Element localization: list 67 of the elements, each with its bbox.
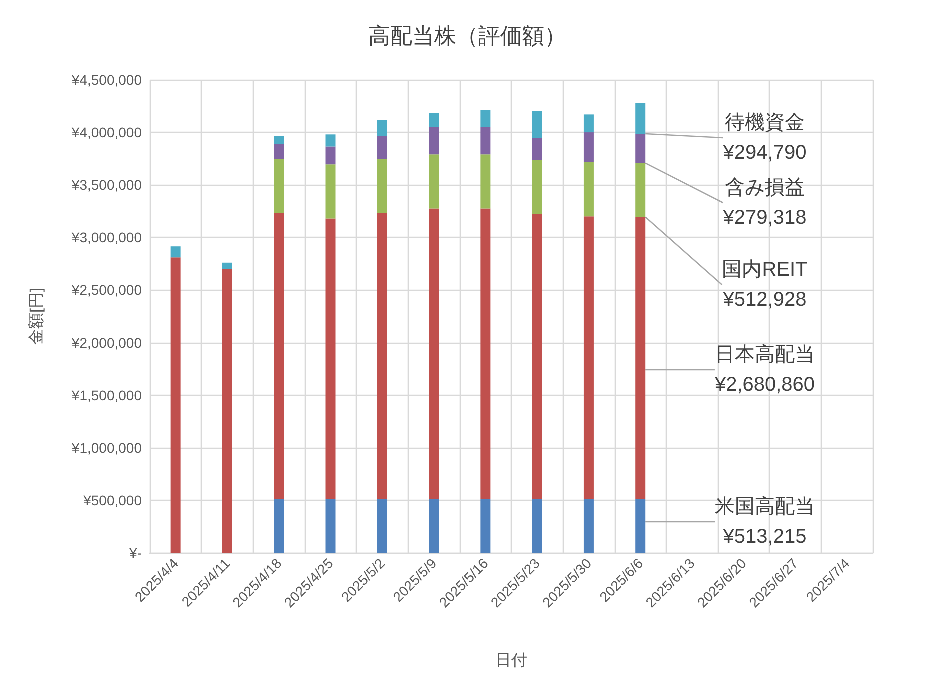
y-tick-label: ¥4,000,000 [70,124,142,141]
bar [480,499,491,553]
data-label: ¥512,928 [722,289,807,311]
x-axis-title: 日付 [496,652,528,670]
bar [584,216,594,500]
bar [480,127,491,155]
text: 日本高配当 [715,343,815,366]
bar [429,113,440,128]
y-axis-title: 金額[円] [28,288,46,345]
bar [480,110,491,128]
y-tick-label: ¥2,500,000 [70,282,142,298]
bar [636,163,646,218]
bar [636,103,646,134]
y-tick-label: ¥3,500,000 [70,177,142,194]
bar [326,164,336,219]
bar [532,499,542,553]
bar [532,160,542,215]
bar [170,246,181,258]
bar [326,146,336,165]
bar [636,217,646,500]
bar [480,208,491,500]
bar [274,159,284,214]
bar [326,134,336,147]
bar [326,499,336,553]
bar [584,114,594,133]
bar [636,134,646,164]
data-label: ¥294,790 [722,142,807,164]
chart-title: 高配当株（評価額） [368,24,566,48]
bar [429,127,440,155]
text: 待機資金 [725,112,805,134]
data-label: ¥513,215 [722,526,807,548]
bar [429,499,440,553]
y-tick-label: ¥3,000,000 [70,230,142,246]
bar [532,214,542,500]
text: 米国高配当 [715,495,815,518]
data-label: ¥2,680,860 [714,374,816,396]
bar [377,213,388,500]
bar [222,262,232,270]
bar [584,132,594,163]
text: 国内REIT [722,259,808,281]
bar [584,499,594,553]
bar [377,159,388,214]
bar [377,136,388,160]
bar [274,213,284,500]
bar [274,499,284,553]
bar [274,136,284,144]
bar [429,154,440,209]
bar [532,138,542,160]
bar [222,269,232,553]
bar [377,499,388,553]
y-tick-label: ¥1,000,000 [70,440,142,456]
y-tick-label: ¥1,500,000 [70,387,142,404]
bar [480,154,491,209]
bar [584,162,594,217]
text: 含み損益 [725,177,805,199]
bar [377,120,388,136]
y-tick-label: ¥2,000,000 [70,334,142,351]
y-tick-label: ¥500,000 [82,492,142,508]
bar [429,208,440,500]
bar [532,112,542,138]
y-tick-label: ¥4,500,000 [70,72,142,88]
bar [274,144,284,160]
data-label: ¥279,318 [722,207,807,229]
bar [326,218,336,500]
y-tick-label: ¥- [128,545,142,561]
bar [636,499,646,553]
bar [170,258,181,553]
